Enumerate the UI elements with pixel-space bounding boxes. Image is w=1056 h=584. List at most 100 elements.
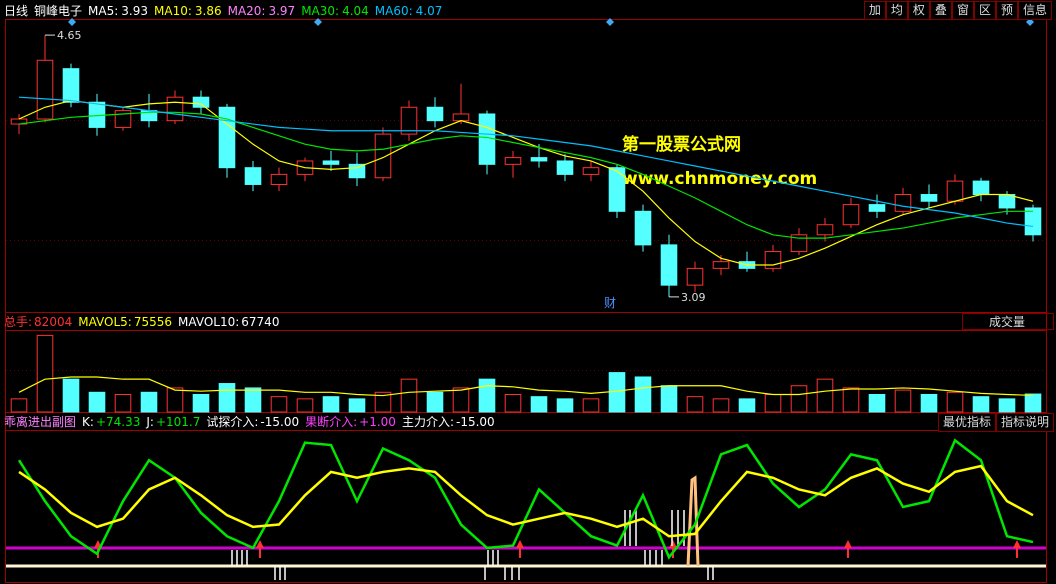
volume-legend: 总手: 82004 [4, 313, 72, 331]
volume-bar [114, 393, 132, 413]
candle-body [582, 167, 600, 175]
ma-value: 3.97 [268, 4, 296, 18]
ma-label: MA5: [88, 4, 119, 18]
indicator-line [17, 438, 1034, 560]
toolbar-button[interactable]: 均 [885, 1, 908, 20]
volume-bar [10, 398, 28, 413]
candle-body [608, 167, 626, 212]
indicator-value: +74.33 [95, 415, 141, 429]
toolbar-button[interactable]: 权 [907, 1, 930, 20]
high-label: 4.65 [57, 29, 82, 42]
toolbar-button[interactable]: 信息 [1017, 1, 1052, 20]
toolbar-button[interactable]: 加 [863, 1, 886, 20]
volume-bar [790, 385, 808, 413]
volume-bar [842, 387, 860, 413]
candle-body [426, 106, 444, 122]
volume-header: 总手: 82004 MAVOL5: 75556 MAVOL10: 67740 [4, 313, 279, 331]
indicator-legend: 主力介入: -15.00 [402, 413, 495, 431]
indicator-line [18, 464, 1034, 538]
volume-bar [816, 378, 834, 413]
volume-legend: MAVOL10: 67740 [178, 313, 279, 331]
volume-ma-line [18, 376, 1034, 397]
ma-label: MA20: [227, 4, 266, 18]
volume-bar [504, 393, 522, 413]
candle-body [530, 157, 548, 162]
ma-label: MA10: [154, 4, 192, 18]
volume-label: MAVOL10: [178, 315, 240, 329]
candle-body [686, 267, 704, 286]
volume-bar [400, 378, 418, 413]
indicator-legend: 试探介入: -15.00 [206, 413, 299, 431]
ma-legend: MA5: 3.93 [88, 2, 148, 20]
indicator-legend: 果断介入: +1.00 [305, 413, 396, 431]
indicator-label: 主力介入: [401, 415, 454, 429]
toolbar: 加均权叠窗区预信息 [863, 1, 1052, 20]
indicator-select[interactable]: 成交量 [962, 313, 1054, 330]
ma-legend: MA60: 4.07 [375, 2, 443, 20]
candle-body [348, 163, 366, 179]
frame [5, 19, 1047, 583]
candle-body [920, 194, 938, 202]
ma-legend: MA30: 4.04 [301, 2, 369, 20]
indicator-button[interactable]: 指标说明 [995, 413, 1054, 432]
candle-body [894, 194, 912, 212]
volume-bar [998, 398, 1016, 413]
ma-label: MA60: [374, 4, 413, 18]
volume-bar [1024, 393, 1042, 413]
volume-legend: MAVOL5: 75556 [78, 313, 172, 331]
candle-body [556, 160, 574, 175]
candle-body [634, 210, 652, 246]
toolbar-button[interactable]: 区 [973, 1, 996, 20]
indicator-label: 果断介入: [305, 415, 358, 429]
volume-bar [946, 391, 964, 413]
indicator-header: 乖离进出副图 K: +74.33 J: +101.7 试探介入: -15.00 果断介入: +… [4, 413, 495, 431]
volume-bar [192, 393, 210, 413]
candle-body [400, 106, 418, 135]
ma-line [18, 111, 1033, 239]
volume-bar [348, 398, 366, 413]
watermark-url: www.chnmoney.com [622, 169, 817, 189]
ma-value: 3.86 [194, 4, 222, 18]
volume-bar [634, 376, 652, 413]
candle-body [36, 59, 54, 120]
candle-body [1024, 207, 1042, 236]
indicator-buttons: 最优指标 指标说明 [937, 413, 1054, 432]
volume-bar [36, 334, 54, 413]
volume-bar [62, 378, 80, 413]
volume-bar [140, 391, 158, 413]
indicator-button[interactable]: 最优指标 [937, 413, 996, 432]
candle-body [478, 113, 496, 165]
indicator-legend: J: +101.7 [146, 413, 200, 431]
volume-bar [88, 391, 106, 413]
toolbar-button[interactable]: 窗 [951, 1, 974, 20]
candle-body [764, 251, 782, 269]
candle-body [192, 96, 210, 108]
candle-body [62, 68, 80, 103]
period: 日线 [4, 4, 29, 18]
indicator-label: 试探介入: [206, 415, 259, 429]
ma-value: 3.93 [121, 4, 148, 18]
candle-body [322, 160, 340, 165]
volume-value: 75556 [133, 315, 173, 329]
candle-body [816, 224, 834, 236]
volume-value: 67740 [241, 315, 280, 329]
volume-bar [582, 398, 600, 413]
volume-label: 总手: [4, 315, 33, 329]
volume-bar [270, 396, 288, 413]
volume-bar [738, 398, 756, 413]
ma-label: MA30: [301, 4, 340, 18]
volume-bar [296, 398, 314, 413]
volume-bar [218, 383, 236, 413]
toolbar-button[interactable]: 叠 [929, 1, 952, 20]
frame-border [5, 19, 1047, 583]
indicator-value: -15.00 [455, 415, 495, 429]
toolbar-button[interactable]: 预 [995, 1, 1018, 20]
candle-body [946, 180, 964, 202]
volume-bar [478, 378, 496, 413]
volume-label: MAVOL5: [78, 315, 132, 329]
volume-bar [166, 387, 184, 413]
candle-body [868, 204, 886, 212]
volume-bar [556, 398, 574, 413]
stock-name: 铜峰电子 [34, 4, 83, 18]
